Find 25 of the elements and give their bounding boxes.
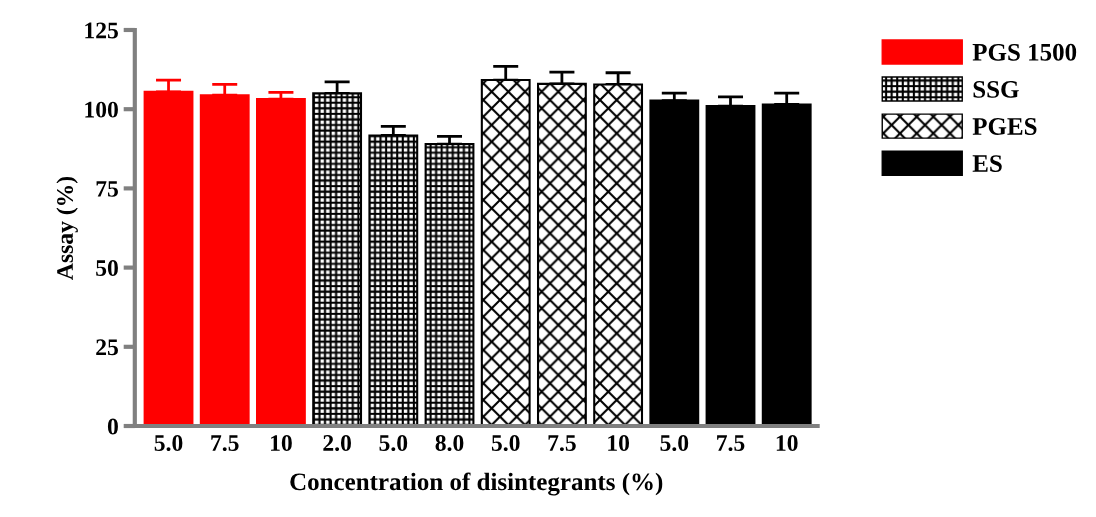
y-tick-label: 0 <box>107 418 118 435</box>
y-axis-title: Assay (%) <box>56 176 78 280</box>
legend-label: ES <box>972 155 1002 172</box>
x-tick-label: 5.0 <box>154 435 183 452</box>
y-tick-label: 125 <box>85 22 118 39</box>
x-tick-label: 7.5 <box>717 435 745 452</box>
y-tick-label: 75 <box>96 181 118 197</box>
x-tick-label: 7.5 <box>548 435 576 452</box>
legend-label: PGES <box>972 118 1037 135</box>
bar <box>256 98 306 427</box>
y-tick-label: 100 <box>85 101 118 118</box>
x-tick-label: 10 <box>271 435 292 451</box>
x-tick-label: 10 <box>608 435 630 451</box>
y-tick-label: 50 <box>96 260 118 277</box>
x-tick-label: 10 <box>776 435 798 451</box>
legend-label: PGS 1500 <box>972 43 1077 61</box>
x-tick-label: 7.5 <box>211 435 239 452</box>
x-tick-label: 8.0 <box>435 435 464 452</box>
y-tick-label: 25 <box>96 339 118 356</box>
x-tick-label: 5.0 <box>491 435 520 452</box>
x-tick-label: 2.0 <box>323 435 351 452</box>
x-axis-title: Concentration of disintegrants (%) <box>290 472 663 496</box>
x-tick-label: 5.0 <box>660 435 689 452</box>
x-tick-label: 5.0 <box>379 435 408 452</box>
legend-label: SSG <box>973 81 1019 98</box>
